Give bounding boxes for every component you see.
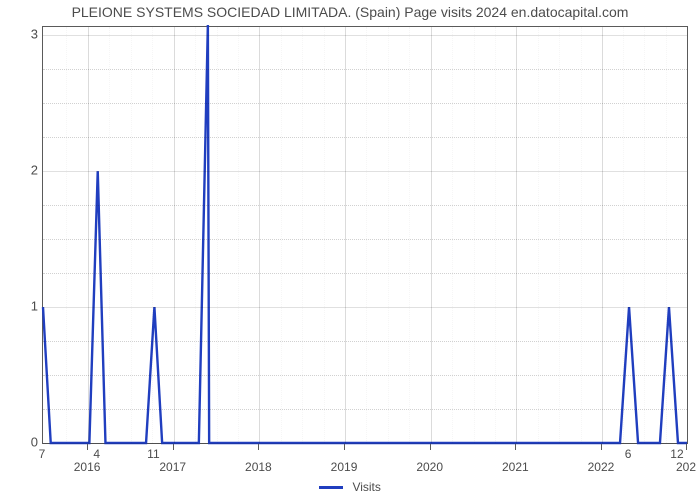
x-tick-label: 2018 xyxy=(245,460,272,474)
x-gridline-minor xyxy=(666,27,668,443)
x-gridline-minor xyxy=(409,27,411,443)
x-gridline xyxy=(345,27,346,443)
legend: Visits xyxy=(0,480,700,494)
x-gridline xyxy=(88,27,89,443)
x-tick xyxy=(430,444,431,450)
y-gridline-minor xyxy=(43,239,687,240)
x-tick-label: 2019 xyxy=(331,460,358,474)
y-tick-label: 1 xyxy=(8,299,38,314)
x-gridline-minor xyxy=(388,27,390,443)
x-point-marker: 6 xyxy=(625,447,632,461)
x-point-marker: 12 xyxy=(670,447,683,461)
x-gridline-minor xyxy=(217,27,219,443)
y-gridline-minor xyxy=(43,409,687,410)
x-gridline-minor xyxy=(66,27,68,443)
y-gridline-minor xyxy=(43,375,687,376)
x-point-marker: 4 xyxy=(93,447,100,461)
chart-title: PLEIONE SYSTEMS SOCIEDAD LIMITADA. (Spai… xyxy=(0,4,700,20)
y-gridline-minor xyxy=(43,205,687,206)
x-gridline-minor xyxy=(623,27,625,443)
y-tick-label: 2 xyxy=(8,163,38,178)
x-gridline-minor xyxy=(302,27,304,443)
y-tick-label: 3 xyxy=(8,27,38,42)
x-tick-label: 2017 xyxy=(159,460,186,474)
y-gridline-minor xyxy=(43,273,687,274)
x-gridline-minor xyxy=(581,27,583,443)
visits-line xyxy=(43,25,687,443)
x-gridline-minor xyxy=(366,27,368,443)
x-gridline-minor xyxy=(538,27,540,443)
x-tick-label: 202 xyxy=(676,460,696,474)
x-gridline-minor xyxy=(644,27,646,443)
line-series xyxy=(43,27,687,443)
y-gridline-minor xyxy=(43,137,687,138)
x-gridline-minor xyxy=(131,27,133,443)
x-gridline xyxy=(431,27,432,443)
x-tick xyxy=(87,444,88,450)
x-tick-label: 2016 xyxy=(74,460,101,474)
x-gridline-minor xyxy=(195,27,197,443)
x-gridline-minor xyxy=(452,27,454,443)
x-tick xyxy=(515,444,516,450)
x-point-marker: 11 xyxy=(147,447,159,461)
y-gridline xyxy=(43,443,687,444)
y-tick-label: 0 xyxy=(8,435,38,450)
x-tick xyxy=(258,444,259,450)
x-gridline-minor xyxy=(152,27,154,443)
y-gridline-minor xyxy=(43,341,687,342)
y-gridline xyxy=(43,171,687,172)
x-tick-label: 2020 xyxy=(416,460,443,474)
x-gridline xyxy=(174,27,175,443)
x-gridline xyxy=(602,27,603,443)
x-gridline-minor xyxy=(109,27,111,443)
x-tick xyxy=(686,444,687,450)
x-gridline-minor xyxy=(559,27,561,443)
legend-label: Visits xyxy=(352,480,380,494)
x-gridline xyxy=(259,27,260,443)
x-gridline xyxy=(516,27,517,443)
legend-swatch xyxy=(319,486,343,489)
x-gridline-minor xyxy=(474,27,476,443)
x-tick-label: 2021 xyxy=(502,460,529,474)
x-tick-label: 2022 xyxy=(588,460,615,474)
x-tick xyxy=(173,444,174,450)
x-gridline-minor xyxy=(238,27,240,443)
plot-area xyxy=(42,26,688,444)
y-gridline-minor xyxy=(43,69,687,70)
y-gridline xyxy=(43,307,687,308)
y-gridline-minor xyxy=(43,103,687,104)
x-tick xyxy=(601,444,602,450)
y-gridline xyxy=(43,35,687,36)
x-point-marker: 7 xyxy=(39,447,46,461)
x-gridline-minor xyxy=(495,27,497,443)
chart-container: PLEIONE SYSTEMS SOCIEDAD LIMITADA. (Spai… xyxy=(0,0,700,500)
x-tick xyxy=(344,444,345,450)
x-gridline-minor xyxy=(281,27,283,443)
x-gridline-minor xyxy=(324,27,326,443)
